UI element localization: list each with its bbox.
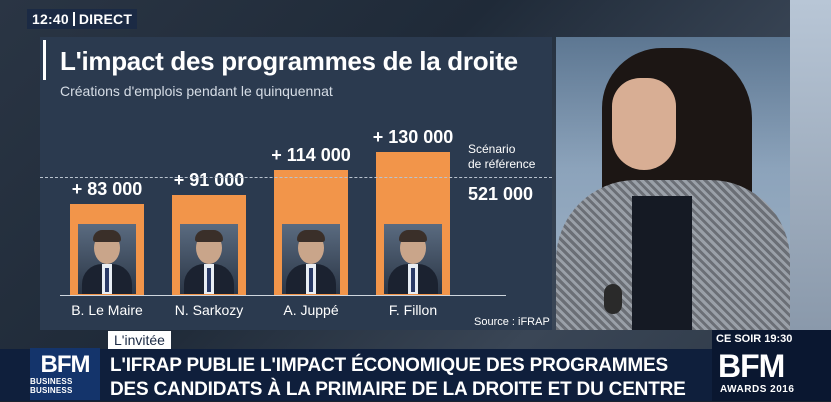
reference-label-line1: Scénario — [468, 142, 516, 156]
reference-line — [40, 177, 552, 178]
source-label: Source : iFRAP — [474, 316, 550, 328]
guest-top — [632, 196, 692, 330]
category-label: N. Sarkozy — [174, 302, 244, 318]
title-accent — [43, 40, 46, 80]
category-label: B. Le Maire — [71, 302, 143, 318]
candidate-portrait — [180, 224, 238, 294]
studio-window — [790, 0, 831, 330]
bar-value-label: + 130 000 — [372, 127, 454, 147]
badge-separator — [72, 12, 75, 26]
promo-box: CE SOIR 19:30 BFM AWARDS 2016 — [712, 330, 831, 401]
headline-line1: L'IFRAP PUBLIE L'IMPACT ÉCONOMIQUE DES P… — [110, 355, 669, 376]
reference-value: 521 000 — [468, 184, 534, 204]
guest-tag: L'invitée — [108, 331, 171, 349]
badge-time: 12:40 — [32, 11, 69, 27]
reference-label: Scénario de référence — [468, 142, 548, 172]
bar-value-label: + 114 000 — [271, 145, 351, 165]
promo-brand: BFM — [718, 348, 785, 384]
channel-logo: BFM BUSINESS BUSINESS — [30, 348, 100, 400]
category-label: A. Juppé — [283, 302, 339, 318]
headline-line2: DES CANDIDATS À LA PRIMAIRE DE LA DROITE… — [110, 379, 686, 400]
microphone — [604, 284, 622, 314]
promo-time: CE SOIR 19:30 — [716, 333, 793, 345]
lower-third-bar — [0, 349, 831, 401]
live-badge: 12:40 DIRECT — [27, 9, 138, 29]
candidate-portrait — [282, 224, 340, 294]
chart-title: L'impact des programmes de la droite — [60, 46, 518, 76]
guest-face — [612, 78, 676, 170]
logo-main: BFM — [40, 351, 91, 378]
chart-subtitle: Créations d'emplois pendant le quinquenn… — [60, 83, 333, 99]
headline: L'IFRAP PUBLIE L'IMPACT ÉCONOMIQUE DES P… — [110, 354, 686, 402]
bar-value-label: + 91 000 — [173, 170, 245, 190]
logo-sub: BUSINESS BUSINESS — [30, 377, 73, 395]
candidate-portrait — [78, 224, 136, 294]
badge-live: DIRECT — [78, 11, 133, 27]
bar-value-label: + 83 000 — [71, 179, 143, 199]
reference-label-line2: de référence — [468, 157, 536, 171]
x-axis — [60, 295, 506, 296]
candidate-portrait — [384, 224, 442, 294]
category-label: F. Fillon — [388, 302, 438, 318]
promo-awards: AWARDS 2016 — [720, 384, 795, 395]
